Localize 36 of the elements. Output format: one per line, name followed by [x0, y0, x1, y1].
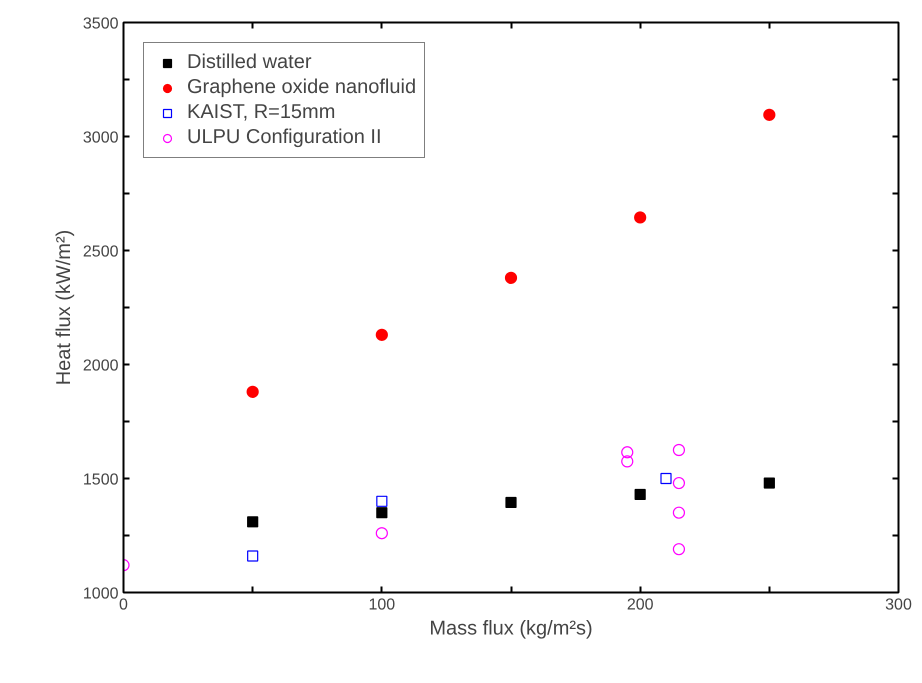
point — [246, 386, 259, 398]
legend-label: KAIST, R=15mm — [187, 101, 336, 124]
point — [634, 488, 646, 500]
point — [672, 476, 686, 490]
point — [660, 472, 672, 484]
legend-label: Graphene oxide nanofluid — [187, 76, 416, 99]
point — [621, 446, 634, 458]
point — [621, 455, 634, 468]
x-axis-title: Mass flux (kg/m²s) — [429, 618, 593, 640]
point — [376, 496, 388, 507]
y-tick-label: 3500 — [82, 16, 119, 32]
x-tick-label: 200 — [626, 596, 654, 614]
x-tick-label: 300 — [885, 596, 912, 614]
legend-label: Distilled water — [187, 51, 312, 74]
point — [376, 328, 388, 341]
legend-label: ULPU Configuration II — [187, 126, 382, 149]
point — [247, 550, 258, 562]
y-tick-label: 3000 — [82, 130, 119, 146]
y-axis-title: Heat flux (kW/m²) — [52, 230, 75, 386]
y-tick-label: 1500 — [82, 472, 119, 488]
x-tick-label: 100 — [368, 596, 396, 614]
point — [376, 507, 388, 518]
point — [763, 108, 776, 121]
point — [247, 516, 258, 528]
point — [672, 506, 686, 519]
point — [376, 527, 388, 540]
point — [672, 543, 686, 556]
x-tick-label: 0 — [119, 596, 128, 614]
y-tick-label: 1000 — [82, 586, 119, 602]
point — [764, 477, 775, 489]
point — [672, 444, 686, 456]
point — [505, 496, 517, 508]
y-tick-label: 2000 — [82, 358, 119, 374]
y-tick-label: 2500 — [82, 244, 119, 260]
point — [634, 211, 646, 224]
point — [504, 272, 518, 284]
